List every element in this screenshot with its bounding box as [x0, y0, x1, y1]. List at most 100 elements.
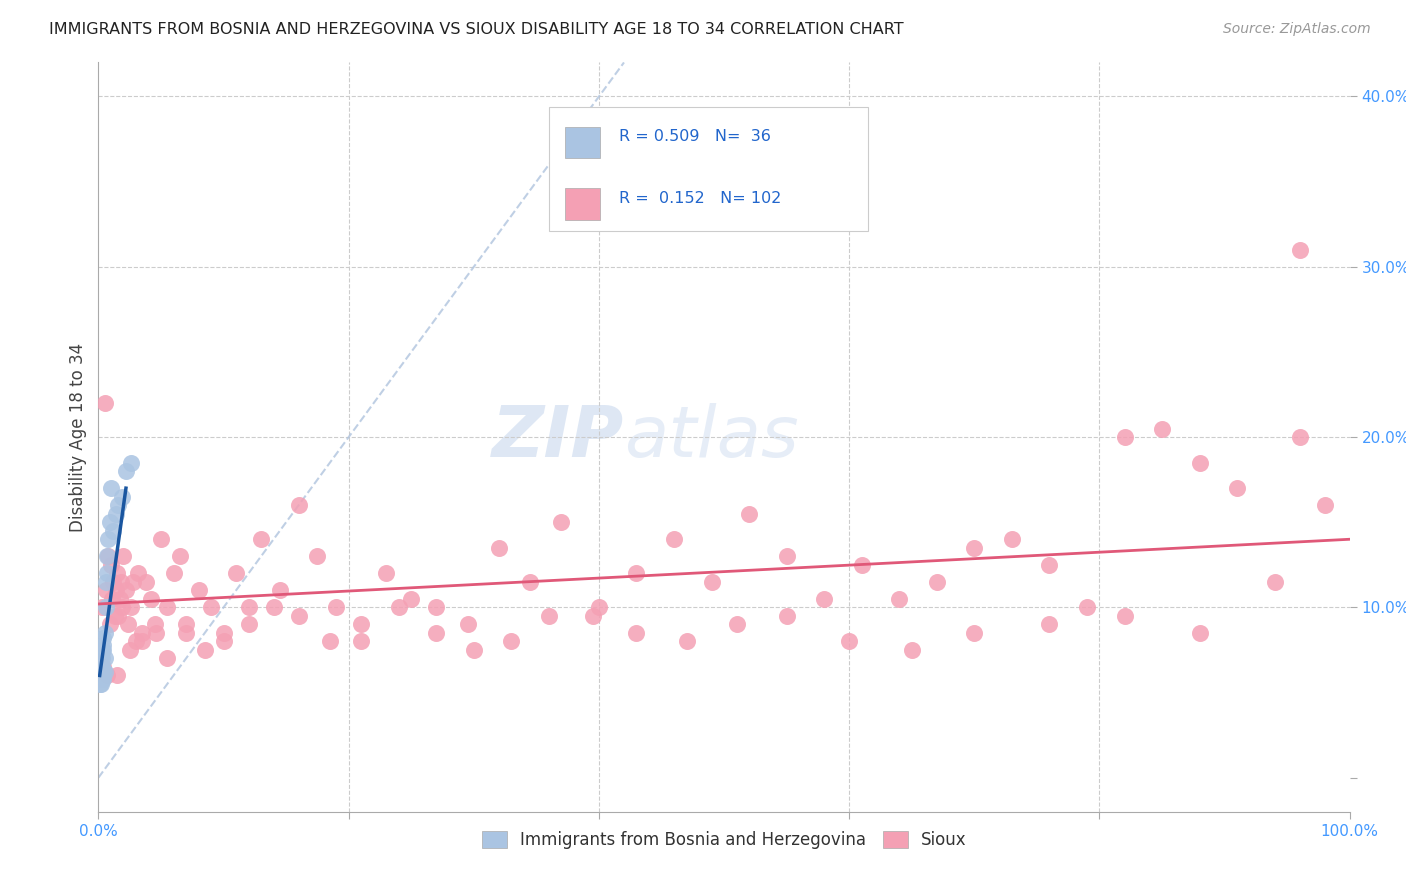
Point [91, 668, 114, 682]
Point [93, 665, 115, 679]
Point [97, 533, 120, 547]
Point [550, 515, 572, 529]
Point [225, 566, 247, 581]
Point [1114, 608, 1136, 623]
FancyBboxPatch shape [548, 107, 868, 231]
Point [963, 541, 986, 555]
Point [105, 566, 128, 581]
Point [238, 600, 260, 615]
Point [98, 515, 121, 529]
Point [104, 608, 127, 623]
Point [1001, 533, 1024, 547]
Point [89, 677, 111, 691]
Point [94, 574, 117, 589]
Point [94, 600, 117, 615]
Point [117, 617, 139, 632]
Point [90, 660, 112, 674]
Point [93, 396, 115, 410]
Point [120, 600, 142, 615]
Text: IMMIGRANTS FROM BOSNIA AND HERZEGOVINA VS SIOUX DISABILITY AGE 18 TO 34 CORRELAT: IMMIGRANTS FROM BOSNIA AND HERZEGOVINA V… [49, 22, 904, 37]
Point [145, 626, 167, 640]
Point [776, 549, 799, 564]
Point [889, 591, 911, 606]
Point [537, 608, 560, 623]
Point [263, 600, 285, 615]
Point [307, 549, 329, 564]
Point [93, 638, 115, 652]
Point [93, 631, 115, 645]
Point [90, 668, 112, 682]
FancyBboxPatch shape [565, 127, 600, 159]
Point [813, 591, 835, 606]
Point [96, 668, 118, 682]
Point [194, 643, 217, 657]
Text: R =  0.152   N= 102: R = 0.152 N= 102 [619, 191, 782, 205]
Point [98, 617, 121, 632]
Point [104, 583, 127, 598]
Point [1313, 498, 1336, 512]
Point [269, 583, 291, 598]
Point [93, 660, 115, 674]
Point [212, 626, 235, 640]
Point [139, 591, 162, 606]
Point [125, 634, 148, 648]
Point [838, 634, 860, 648]
Point [238, 617, 260, 632]
Point [91, 672, 114, 686]
Point [91, 643, 114, 657]
Point [96, 566, 118, 581]
Point [212, 634, 235, 648]
Point [90, 648, 112, 662]
Point [388, 600, 411, 615]
Point [325, 600, 347, 615]
Point [118, 643, 141, 657]
Point [463, 643, 485, 657]
Point [662, 533, 685, 547]
Point [1188, 626, 1211, 640]
Point [350, 617, 373, 632]
FancyBboxPatch shape [565, 188, 600, 219]
Point [1288, 430, 1310, 444]
Point [131, 626, 153, 640]
Point [97, 549, 120, 564]
Point [588, 600, 610, 615]
Point [350, 634, 373, 648]
Point [174, 617, 197, 632]
Point [91, 651, 114, 665]
Point [107, 608, 129, 623]
Point [122, 574, 145, 589]
Text: Source: ZipAtlas.com: Source: ZipAtlas.com [1223, 22, 1371, 37]
Point [94, 583, 117, 598]
Point [89, 655, 111, 669]
Point [488, 541, 510, 555]
Point [103, 574, 125, 589]
Point [626, 626, 648, 640]
Point [501, 634, 523, 648]
Point [91, 600, 114, 615]
Point [93, 643, 115, 657]
Point [111, 490, 134, 504]
Point [200, 600, 222, 615]
Point [1188, 456, 1211, 470]
Point [93, 672, 115, 686]
Point [519, 574, 541, 589]
Point [582, 608, 605, 623]
Point [925, 574, 948, 589]
Point [105, 668, 128, 682]
Point [89, 665, 111, 679]
Point [143, 617, 166, 632]
Point [104, 507, 127, 521]
Point [110, 574, 132, 589]
Point [120, 456, 142, 470]
Point [851, 558, 873, 572]
Point [89, 672, 111, 686]
Point [156, 651, 179, 665]
Point [100, 558, 122, 572]
Point [162, 566, 184, 581]
Point [287, 498, 309, 512]
Point [103, 524, 125, 538]
Point [107, 498, 129, 512]
Point [101, 591, 124, 606]
Point [90, 672, 112, 686]
Point [675, 634, 697, 648]
